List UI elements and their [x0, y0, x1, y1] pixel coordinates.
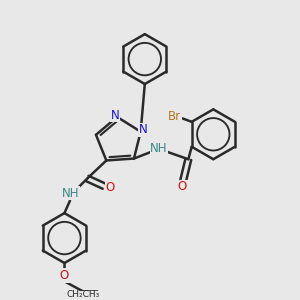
- Text: Br: Br: [168, 110, 181, 123]
- Text: NH: NH: [62, 187, 80, 200]
- Text: N: N: [139, 123, 148, 136]
- Text: O: O: [178, 180, 187, 193]
- Text: N: N: [111, 109, 120, 122]
- Text: NH: NH: [150, 142, 168, 155]
- Text: CH₂CH₃: CH₂CH₃: [66, 290, 99, 299]
- Text: O: O: [60, 269, 69, 282]
- Text: O: O: [105, 181, 114, 194]
